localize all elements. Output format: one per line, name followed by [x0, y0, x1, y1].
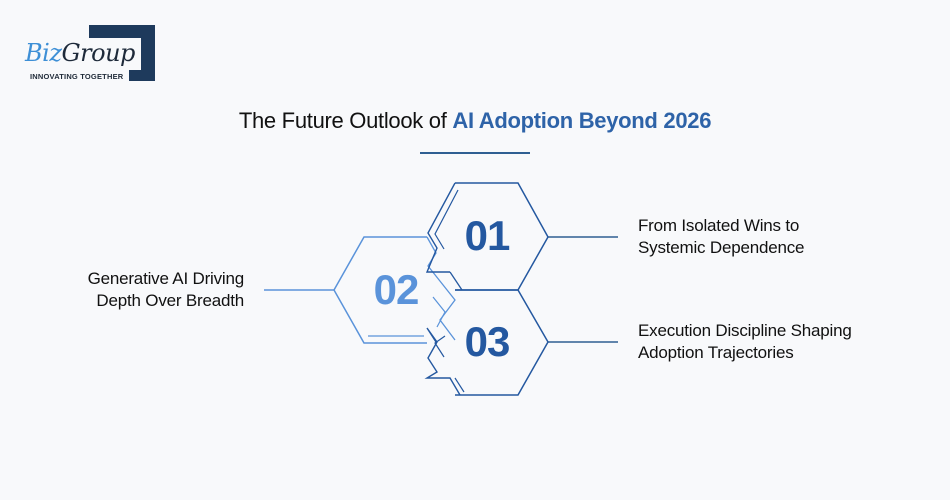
item-label-03: Execution Discipline Shaping Adoption Tr…	[638, 320, 852, 364]
label-line: Depth Over Breadth	[96, 291, 244, 310]
hexagon-number-03: 03	[464, 318, 511, 365]
title-accent: AI Adoption Beyond 2026	[452, 108, 712, 133]
logo-bracket	[89, 25, 155, 38]
logo-biz: Biz	[25, 39, 62, 67]
item-label-01: From Isolated Wins to Systemic Dependenc…	[638, 215, 804, 259]
logo-tagline: INNOVATING TOGETHER	[30, 72, 127, 81]
bizgroup-logo: BizGroup INNOVATING TOGETHER	[0, 0, 170, 90]
label-line: From Isolated Wins to	[638, 216, 800, 235]
logo-bracket	[141, 25, 155, 81]
hexagon-number-01: 01	[464, 212, 511, 259]
hexagon-03	[424, 289, 549, 396]
hexagon-number-02: 02	[373, 266, 420, 313]
page-title: The Future Outlook of AI Adoption Beyond…	[0, 106, 950, 136]
label-line: Adoption Trajectories	[638, 343, 794, 362]
hexagon-02	[333, 236, 456, 344]
logo-group: Group	[61, 39, 135, 67]
label-line: Execution Discipline Shaping	[638, 321, 852, 340]
label-line: Generative AI Driving	[87, 269, 245, 288]
title-divider	[420, 152, 530, 154]
label-line: Systemic Dependence	[638, 238, 805, 257]
logo-bracket	[129, 70, 155, 81]
logo-wordmark: BizGroup	[25, 39, 137, 67]
title-plain: The Future Outlook of	[238, 108, 453, 133]
item-label-02: Generative AI Driving Depth Over Breadth	[40, 268, 245, 312]
